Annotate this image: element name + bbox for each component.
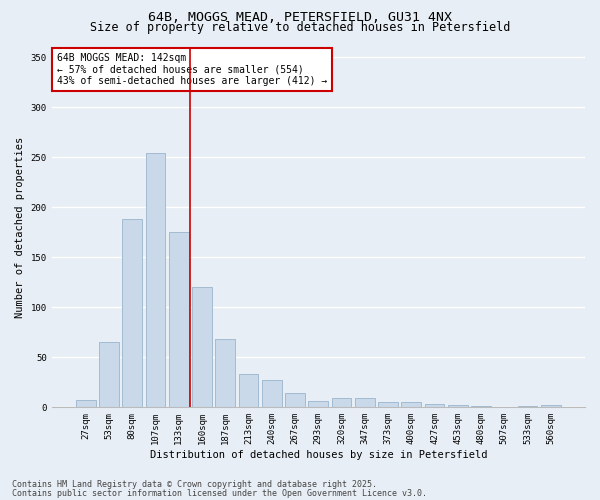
Text: Contains public sector information licensed under the Open Government Licence v3: Contains public sector information licen… bbox=[12, 488, 427, 498]
Bar bbox=[332, 398, 352, 407]
Bar bbox=[518, 406, 538, 408]
Text: Size of property relative to detached houses in Petersfield: Size of property relative to detached ho… bbox=[90, 21, 510, 34]
Bar bbox=[448, 406, 468, 407]
Bar bbox=[541, 406, 561, 407]
Text: Contains HM Land Registry data © Crown copyright and database right 2025.: Contains HM Land Registry data © Crown c… bbox=[12, 480, 377, 489]
Bar bbox=[99, 342, 119, 407]
Text: 64B, MOGGS MEAD, PETERSFIELD, GU31 4NX: 64B, MOGGS MEAD, PETERSFIELD, GU31 4NX bbox=[148, 11, 452, 24]
Bar bbox=[378, 402, 398, 407]
Bar bbox=[122, 220, 142, 408]
Bar bbox=[355, 398, 374, 407]
Bar bbox=[76, 400, 95, 407]
Bar bbox=[239, 374, 259, 408]
Bar bbox=[169, 232, 188, 408]
Bar bbox=[285, 394, 305, 407]
X-axis label: Distribution of detached houses by size in Petersfield: Distribution of detached houses by size … bbox=[149, 450, 487, 460]
Bar bbox=[308, 402, 328, 407]
Bar bbox=[192, 288, 212, 408]
Y-axis label: Number of detached properties: Number of detached properties bbox=[15, 137, 25, 318]
Bar bbox=[401, 402, 421, 407]
Bar bbox=[471, 406, 491, 408]
Bar bbox=[146, 154, 166, 408]
Text: 64B MOGGS MEAD: 142sqm
← 57% of detached houses are smaller (554)
43% of semi-de: 64B MOGGS MEAD: 142sqm ← 57% of detached… bbox=[57, 53, 327, 86]
Bar bbox=[262, 380, 281, 407]
Bar bbox=[215, 340, 235, 407]
Bar bbox=[425, 404, 445, 407]
